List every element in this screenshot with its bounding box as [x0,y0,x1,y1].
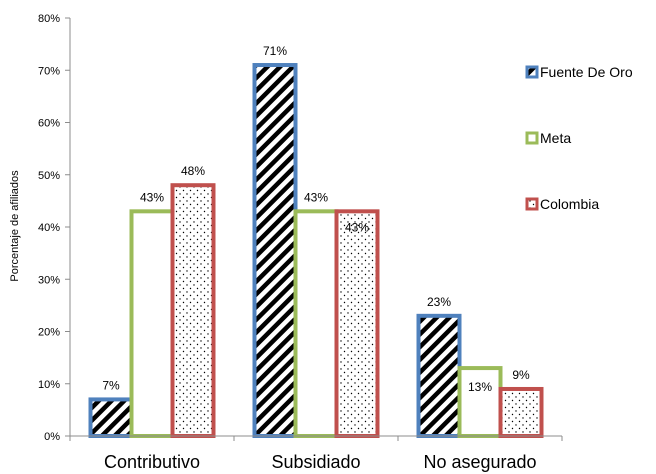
x-axis: Contributivo Subsidiado No asegurado [69,435,563,472]
x-category-label: Subsidiado [271,452,360,472]
y-axis: 0% 10% 20% 30% 40% 50% 60% 70% 80% [38,13,71,443]
data-label: 43% [304,190,328,204]
y-tick-label: 0% [44,431,60,443]
bar-colombia-no-asegurado [498,386,544,439]
bar-fuente-de-oro-subsidiado [252,63,298,439]
y-tick-label: 40% [38,222,60,234]
y-tick-label: 20% [38,327,60,339]
x-category-label: Contributivo [104,452,200,472]
bar-meta-subsidiado [293,209,339,438]
data-label: 7% [102,378,120,392]
legend-swatch [525,197,539,211]
x-category-label: No asegurado [423,452,536,472]
legend-swatch [525,131,539,145]
legend-label: Colombia [540,196,599,212]
data-label: 23% [427,295,451,309]
bar-colombia-contributivo [170,183,216,438]
y-axis-title: Porcentaje de afiliados [9,170,21,282]
bar-fuente-de-oro-contributivo [88,397,134,438]
y-tick-label: 80% [38,13,60,25]
bar-colombia-subsidiado [334,209,380,438]
y-tick-label: 50% [38,170,60,182]
legend: Fuente De Oro Meta Colombia [525,64,633,212]
data-label: 43% [140,190,164,204]
data-label: 13% [468,380,492,394]
y-tick-label: 30% [38,274,60,286]
legend-swatch [525,65,539,79]
y-tick-label: 70% [38,65,60,77]
y-tick-label: 10% [38,379,60,391]
data-label: 71% [263,44,287,58]
bars: 7% 71% 23% 43% 43% 13% 48% 43% 9% [88,44,544,439]
data-label: 43% [345,220,369,234]
bar-meta-contributivo [129,209,175,438]
bar-fuente-de-oro-no-asegurado [416,313,462,439]
bar-meta-no-asegurado [457,366,503,439]
data-label: 9% [512,368,530,382]
y-tick-label: 60% [38,118,60,130]
data-label: 48% [181,164,205,178]
legend-label: Fuente De Oro [540,64,633,80]
legend-label: Meta [540,130,571,146]
